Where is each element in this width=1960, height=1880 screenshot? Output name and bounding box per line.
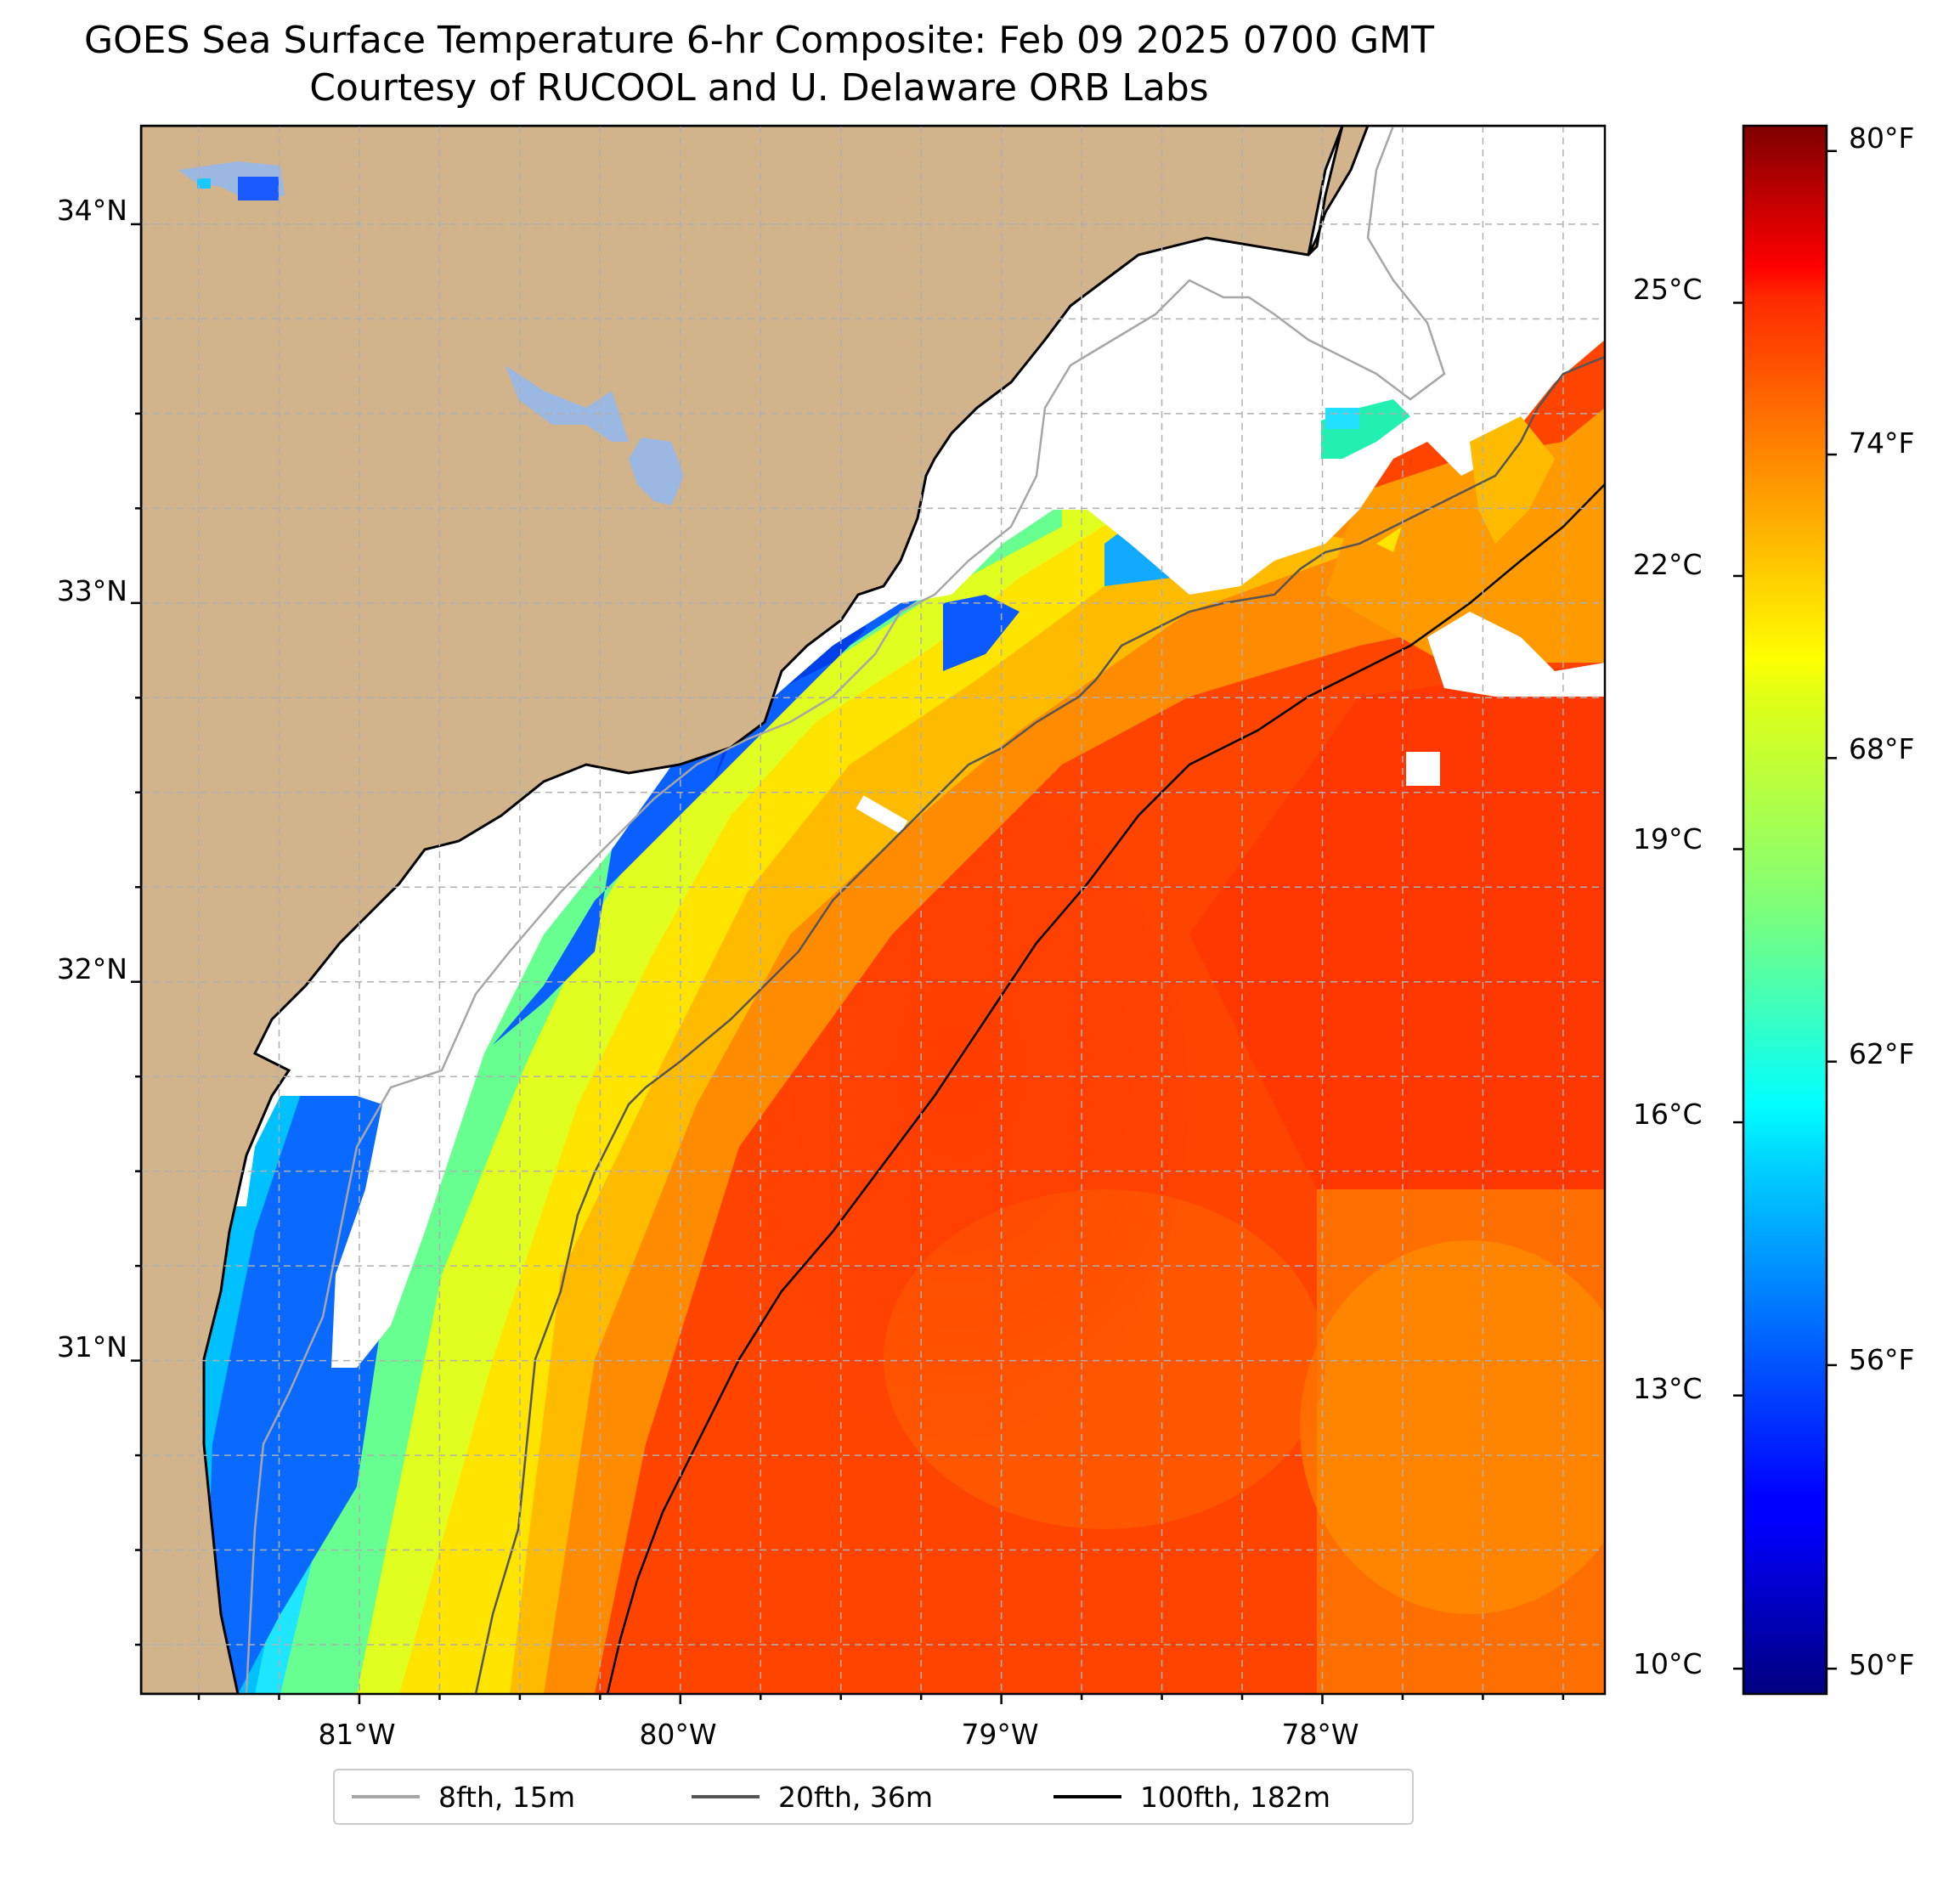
colorbar-fahrenheit-label: 68°F bbox=[1849, 732, 1915, 765]
colorbar-fahrenheit-label: 74°F bbox=[1849, 426, 1915, 460]
legend-swatch bbox=[692, 1795, 760, 1798]
legend-swatch bbox=[1053, 1795, 1121, 1798]
lat-tick-label: 32°N bbox=[56, 952, 127, 985]
land-mass bbox=[141, 126, 1605, 1694]
colorbar-fahrenheit-label: 80°F bbox=[1849, 121, 1915, 155]
colorbar-celsius-label: 19°C bbox=[1633, 822, 1703, 855]
contour-20fth bbox=[474, 355, 1605, 1694]
colorbar bbox=[1742, 124, 1828, 1696]
lon-tick-label: 79°W bbox=[961, 1718, 1039, 1751]
colorbar-fahrenheit-label: 62°F bbox=[1849, 1037, 1915, 1070]
map-area bbox=[141, 126, 1605, 1694]
legend: 8fth, 15m 20fth, 36m 100fth, 182m bbox=[333, 1769, 1414, 1825]
gridlines bbox=[141, 126, 1605, 1694]
map-frame bbox=[139, 124, 1607, 1696]
colorbar-celsius-label: 22°C bbox=[1633, 548, 1703, 581]
lon-tick-label: 78°W bbox=[1281, 1718, 1359, 1751]
chart-title: GOES Sea Surface Temperature 6-hr Compos… bbox=[84, 19, 1434, 62]
legend-item-100fth: 100fth, 182m bbox=[1053, 1770, 1330, 1823]
colorbar-celsius-label: 10°C bbox=[1633, 1647, 1703, 1680]
legend-label: 20fth, 36m bbox=[778, 1780, 933, 1814]
legend-item-20fth: 20fth, 36m bbox=[692, 1770, 933, 1823]
lat-tick-label: 34°N bbox=[56, 194, 127, 227]
legend-label: 8fth, 15m bbox=[438, 1780, 576, 1814]
contour-100fth bbox=[606, 483, 1605, 1694]
lat-tick-label: 33°N bbox=[56, 574, 127, 607]
lake bbox=[629, 438, 684, 505]
lon-tick-label: 81°W bbox=[318, 1718, 396, 1751]
lat-tick-label: 31°N bbox=[56, 1330, 127, 1363]
colorbar-celsius-label: 13°C bbox=[1633, 1372, 1703, 1405]
legend-item-8fth: 8fth, 15m bbox=[352, 1770, 575, 1823]
contour-8fth bbox=[245, 126, 1446, 1694]
colorbar-fahrenheit-label: 50°F bbox=[1849, 1648, 1915, 1681]
colorbar-celsius-label: 16°C bbox=[1633, 1098, 1703, 1131]
chart-subtitle: Courtesy of RUCOOL and U. Delaware ORB L… bbox=[309, 66, 1209, 110]
legend-swatch bbox=[352, 1795, 420, 1798]
legend-label: 100fth, 182m bbox=[1140, 1780, 1330, 1814]
axis-ticks bbox=[131, 223, 1565, 1704]
colorbar-celsius-label: 25°C bbox=[1633, 273, 1703, 306]
colorbar-fahrenheit-label: 56°F bbox=[1849, 1343, 1915, 1376]
lon-tick-label: 80°W bbox=[639, 1718, 717, 1751]
lake bbox=[506, 365, 629, 442]
